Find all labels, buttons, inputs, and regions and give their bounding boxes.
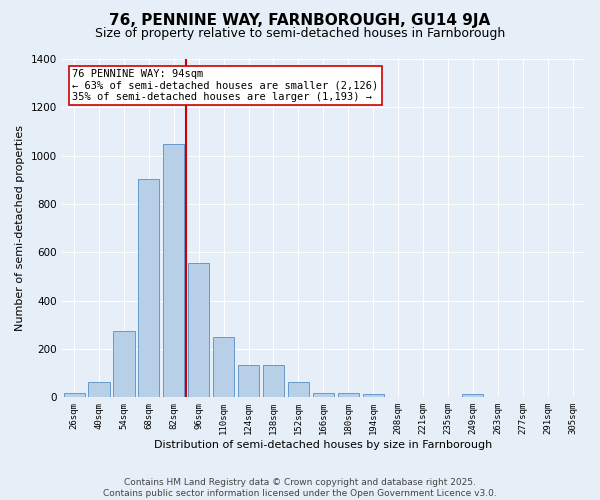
Y-axis label: Number of semi-detached properties: Number of semi-detached properties <box>15 125 25 331</box>
Bar <box>362 394 384 398</box>
Bar <box>288 382 309 398</box>
Bar <box>113 331 134 398</box>
Text: 76, PENNINE WAY, FARNBOROUGH, GU14 9JA: 76, PENNINE WAY, FARNBOROUGH, GU14 9JA <box>109 12 491 28</box>
Text: Size of property relative to semi-detached houses in Farnborough: Size of property relative to semi-detach… <box>95 28 505 40</box>
Text: Contains HM Land Registry data © Crown copyright and database right 2025.
Contai: Contains HM Land Registry data © Crown c… <box>103 478 497 498</box>
Text: 76 PENNINE WAY: 94sqm
← 63% of semi-detached houses are smaller (2,126)
35% of s: 76 PENNINE WAY: 94sqm ← 63% of semi-deta… <box>72 69 379 102</box>
Bar <box>238 364 259 398</box>
Bar <box>338 392 359 398</box>
Bar <box>163 144 184 398</box>
Bar <box>263 364 284 398</box>
Bar <box>213 337 234 398</box>
Bar <box>138 178 160 398</box>
Bar <box>462 394 484 398</box>
Bar <box>313 392 334 398</box>
X-axis label: Distribution of semi-detached houses by size in Farnborough: Distribution of semi-detached houses by … <box>154 440 493 450</box>
Bar <box>188 263 209 398</box>
Bar <box>64 393 85 398</box>
Bar <box>88 382 110 398</box>
